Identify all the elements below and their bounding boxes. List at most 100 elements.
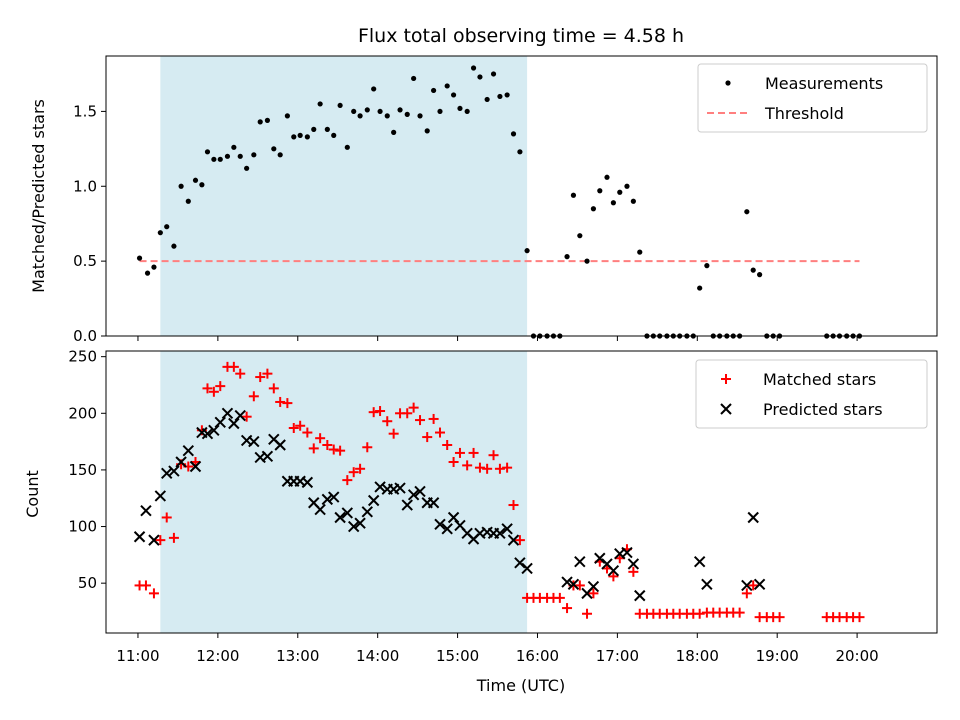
matched-star-point [342, 475, 353, 486]
measurement-point [417, 113, 423, 119]
measurement-point [637, 249, 643, 255]
measurement-point [217, 156, 223, 162]
measurements-legend-label: Measurements [765, 74, 883, 93]
matched-star-point [208, 386, 219, 397]
predicted-star-point [133, 531, 146, 543]
predicted-star-point [361, 506, 373, 518]
measurement-point [311, 126, 317, 132]
predicted-star-point [741, 579, 753, 592]
x-tick-label: 20:00 [835, 647, 878, 665]
measurement-point [411, 75, 417, 82]
predicted-star-point [234, 409, 246, 422]
measurement-point [251, 152, 257, 158]
matched-star-point [168, 532, 179, 543]
ratio-y-axis-label: Matched/Predicted stars [29, 99, 48, 293]
predicted-star-point [394, 482, 406, 494]
predicted-star-point [175, 456, 187, 468]
matched-star-point [241, 411, 252, 422]
count-y-tick-label: 100 [68, 518, 97, 536]
matched-star-point [155, 535, 166, 546]
x-axis-label: Time (UTC) [476, 676, 565, 695]
ratio-y-tick-label: 1.0 [73, 177, 97, 195]
measurement-point [171, 243, 177, 249]
matched-star-point [774, 612, 785, 623]
measurement-point [510, 131, 517, 137]
matched-star-point [734, 607, 745, 618]
matched-star-point [148, 588, 159, 599]
measurement-point [264, 117, 271, 123]
ratio-panel: 0.0 0.5 1.0 1.5 Matched/Predicted stars Mea… [29, 55, 938, 345]
predicted-star-point [248, 435, 260, 448]
count-y-tick-label: 150 [68, 461, 97, 479]
measurement-point [604, 174, 610, 180]
predicted-star-point [753, 578, 766, 591]
matched-star-point [628, 566, 639, 577]
matched-star-point [335, 445, 346, 456]
matched-star-point [462, 460, 473, 471]
measurement-point [357, 113, 363, 119]
predicted-legend-marker [720, 403, 732, 415]
measurement-point [297, 132, 303, 138]
predicted-star-point [567, 578, 580, 591]
matched-star-point [275, 396, 286, 407]
matched-star-point [268, 383, 279, 394]
measurement-point [317, 101, 323, 107]
predicted-star-point [521, 562, 533, 575]
measurement-point [337, 102, 343, 109]
measurement-point [610, 200, 616, 206]
matched-star-point [375, 406, 386, 417]
measurement-point [151, 264, 157, 270]
matched-star-point [415, 415, 426, 426]
measurement-point [244, 165, 250, 171]
matched-star-point [295, 420, 306, 431]
predicted-star-point [161, 467, 173, 480]
observing-window-shade-top [160, 56, 528, 336]
measurement-point [331, 132, 337, 138]
matched-star-point [388, 428, 399, 439]
measurement-point [351, 108, 357, 115]
count-axes-frame [105, 350, 938, 634]
count-y-tick-label: 200 [68, 404, 97, 422]
ratio-y-tick-label: 0.5 [73, 252, 97, 270]
measurement-point [704, 263, 710, 269]
measurement-point [271, 146, 277, 152]
measurement-point [424, 128, 430, 134]
measurement-point [291, 134, 297, 140]
x-tick-label: 11:00 [116, 647, 159, 665]
predicted-star-point [154, 490, 167, 502]
x-tick-label: 19:00 [756, 647, 799, 665]
matched-star-point [282, 398, 293, 409]
predicted-star-point [214, 416, 226, 429]
predicted-star-point [627, 558, 640, 570]
x-tick-label: 13:00 [276, 647, 319, 665]
measurement-point [211, 156, 217, 162]
predicted-star-point [374, 481, 386, 493]
matched-star-point [202, 383, 213, 394]
predicted-star-point [501, 523, 513, 535]
measurement-point [284, 113, 290, 119]
matched-star-point [514, 535, 525, 546]
matched-star-point [228, 361, 239, 372]
matched-star-point [494, 463, 505, 474]
matched-star-point [328, 444, 339, 455]
measurement-point [324, 126, 330, 132]
count-panel: 50 100 150 200 250 11:00 12:00 13:00 14:00 15:00… [23, 348, 938, 695]
predicted-star-point [427, 497, 440, 509]
predicted-star-point [189, 460, 202, 473]
predicted-star-point [168, 465, 180, 477]
measurement-point [570, 192, 577, 198]
matched-star-point [508, 500, 519, 511]
measurements-legend-marker [725, 80, 731, 86]
matched-legend-marker [721, 374, 731, 384]
measurement-point [497, 93, 503, 100]
predicted-star-point [441, 523, 453, 535]
count-y-axis-label: Count [23, 470, 42, 518]
measurement-point [204, 149, 211, 155]
measurement-point [477, 74, 483, 80]
measurement-point [371, 86, 377, 92]
matched-star-point [368, 407, 379, 418]
matched-star-point [582, 608, 593, 619]
predicted-star-point [607, 565, 620, 577]
x-tick-label: 16:00 [516, 647, 559, 665]
